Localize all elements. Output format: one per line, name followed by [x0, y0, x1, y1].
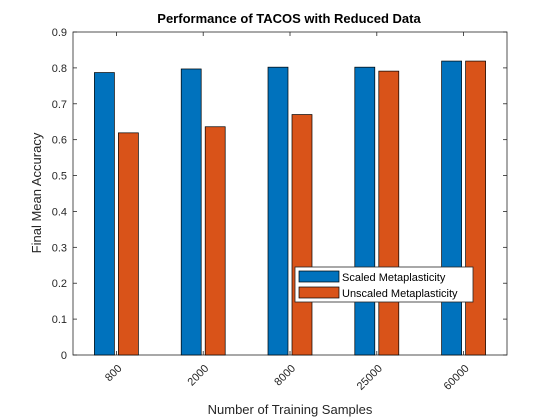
bar-scaled-25000 [354, 66, 376, 356]
y-tick-label: 0.9 [52, 27, 67, 39]
x-tick-label: 60000 [442, 363, 472, 393]
bar-unscaled-2000 [204, 126, 226, 356]
y-axis: 0 0.1 0.2 0.3 0.4 0.5 0.6 0.7 0.8 0.9 [52, 27, 507, 362]
bar-scaled-8000 [267, 66, 289, 356]
bar-unscaled-25000 [378, 70, 400, 356]
bar-unscaled-60000 [465, 60, 486, 356]
y-axis-label: Final Mean Accuracy [29, 132, 44, 253]
y-tick-label: 0.2 [52, 278, 67, 290]
legend-swatch-scaled [298, 270, 340, 283]
bar-scaled-2000 [180, 68, 202, 356]
legend-label-scaled: Scaled Metaplasticity [342, 272, 446, 284]
x-tick-label: 2000 [186, 363, 212, 389]
chart-title: Performance of TACOS with Reduced Data [157, 11, 421, 26]
y-tick-label: 0.3 [52, 242, 67, 254]
y-tick-label: 0.7 [52, 99, 67, 111]
legend-label-unscaled: Unscaled Metaplasticity [342, 288, 458, 300]
y-tick-label: 0.4 [52, 206, 67, 218]
legend-swatch-unscaled [298, 286, 340, 299]
bar-scaled-800 [94, 72, 115, 356]
y-tick-label: 0 [61, 350, 67, 362]
bar-unscaled-800 [118, 132, 139, 356]
x-tick-label: 8000 [272, 363, 298, 389]
x-tick-label: 800 [103, 363, 124, 384]
y-tick-label: 0.1 [52, 314, 67, 326]
bar-scaled-60000 [441, 60, 462, 356]
y-tick-label: 0.5 [52, 171, 67, 183]
x-axis-label: Number of Training Samples [208, 402, 373, 417]
x-tick-label: 25000 [355, 363, 385, 393]
bar-unscaled-8000 [291, 114, 313, 356]
y-tick-label: 0.6 [52, 135, 67, 147]
y-tick-label: 0.8 [52, 63, 67, 75]
legend: Scaled Metaplasticity Unscaled Metaplast… [294, 266, 474, 303]
